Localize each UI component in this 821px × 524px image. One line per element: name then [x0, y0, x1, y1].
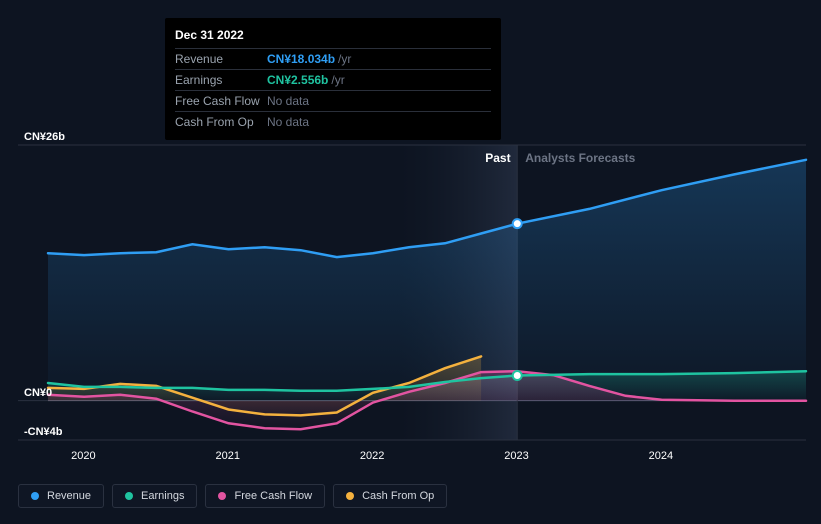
- tooltip-row-value: No data: [267, 94, 309, 108]
- legend-earnings[interactable]: Earnings: [112, 484, 197, 508]
- x-axis-label: 2021: [215, 450, 239, 462]
- chart-area: Past Analysts Forecasts CN¥26b CN¥0 -CN¥4b…: [18, 125, 806, 445]
- y-axis-label: CN¥26b: [24, 131, 65, 143]
- legend-label: Earnings: [141, 490, 184, 502]
- x-axis-label: 2024: [649, 450, 673, 462]
- tooltip-row: EarningsCN¥2.556b /yr: [175, 69, 491, 90]
- tooltip-row: RevenueCN¥18.034b /yr: [175, 48, 491, 69]
- x-axis-label: 2022: [360, 450, 384, 462]
- tooltip-row-suffix: /yr: [338, 52, 351, 66]
- tooltip-date: Dec 31 2022: [175, 26, 491, 48]
- legend-label: Revenue: [47, 490, 91, 502]
- legend-dot-icon: [346, 492, 354, 500]
- legend-dot-icon: [31, 492, 39, 500]
- tooltip-row-value: CN¥2.556b: [267, 73, 328, 87]
- tooltip-row-label: Revenue: [175, 52, 267, 66]
- past-label: Past: [485, 151, 510, 165]
- tooltip-row-label: Free Cash Flow: [175, 94, 267, 108]
- legend-cfo[interactable]: Cash From Op: [333, 484, 447, 508]
- y-axis-label: CN¥0: [24, 387, 52, 399]
- tooltip-row-label: Cash From Op: [175, 115, 267, 129]
- chart-svg: [18, 125, 806, 445]
- tooltip-row: Cash From OpNo data: [175, 111, 491, 132]
- y-axis-label: -CN¥4b: [24, 426, 63, 438]
- tooltip-row-label: Earnings: [175, 73, 267, 87]
- legend-dot-icon: [218, 492, 226, 500]
- chart-tooltip: Dec 31 2022 RevenueCN¥18.034b /yrEarning…: [165, 18, 501, 140]
- legend-label: Cash From Op: [362, 490, 434, 502]
- tooltip-row-value: No data: [267, 115, 309, 129]
- legend-fcf[interactable]: Free Cash Flow: [205, 484, 325, 508]
- tooltip-row: Free Cash FlowNo data: [175, 90, 491, 111]
- tooltip-row-value: CN¥18.034b: [267, 52, 335, 66]
- tooltip-row-suffix: /yr: [331, 73, 344, 87]
- chart-legend: Revenue Earnings Free Cash Flow Cash From O…: [18, 484, 447, 508]
- x-axis-label: 2020: [71, 450, 95, 462]
- x-axis-label: 2023: [504, 450, 528, 462]
- legend-label: Free Cash Flow: [234, 490, 312, 502]
- legend-revenue[interactable]: Revenue: [18, 484, 104, 508]
- forecast-label: Analysts Forecasts: [525, 151, 635, 165]
- legend-dot-icon: [125, 492, 133, 500]
